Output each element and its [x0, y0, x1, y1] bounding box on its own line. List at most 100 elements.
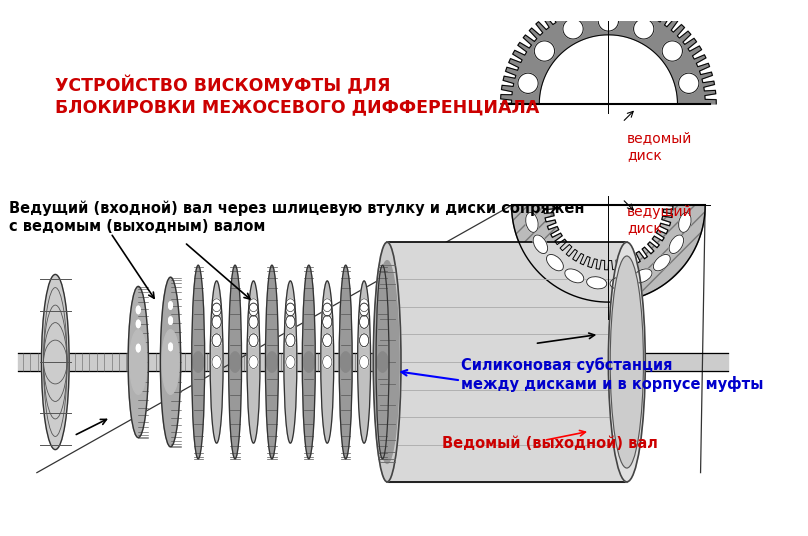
Circle shape [518, 73, 538, 93]
Ellipse shape [169, 343, 172, 351]
Ellipse shape [587, 277, 607, 289]
Ellipse shape [249, 334, 258, 347]
Ellipse shape [526, 212, 538, 233]
Ellipse shape [322, 299, 332, 312]
Ellipse shape [286, 315, 295, 329]
Ellipse shape [339, 265, 352, 459]
Polygon shape [511, 205, 705, 302]
Ellipse shape [210, 281, 223, 443]
Ellipse shape [267, 352, 277, 372]
Ellipse shape [360, 315, 368, 329]
Circle shape [534, 41, 554, 61]
Ellipse shape [249, 315, 258, 329]
Ellipse shape [249, 334, 258, 347]
Ellipse shape [377, 352, 388, 372]
Ellipse shape [212, 303, 221, 316]
Ellipse shape [212, 315, 221, 329]
Ellipse shape [249, 303, 258, 316]
Ellipse shape [212, 334, 221, 347]
Ellipse shape [286, 299, 295, 312]
Ellipse shape [565, 269, 583, 283]
Ellipse shape [169, 343, 172, 351]
Ellipse shape [169, 317, 172, 324]
Ellipse shape [322, 355, 332, 368]
Ellipse shape [249, 303, 258, 316]
Ellipse shape [322, 315, 332, 329]
Ellipse shape [266, 265, 279, 459]
Ellipse shape [286, 334, 295, 347]
Text: Ведущий (входной) вал через шлицевую втулку и диски сопряжен
с ведомым (выходным: Ведущий (входной) вал через шлицевую вту… [9, 200, 585, 234]
Ellipse shape [303, 352, 314, 372]
Ellipse shape [229, 352, 241, 372]
Ellipse shape [360, 315, 368, 329]
Ellipse shape [302, 265, 315, 459]
Circle shape [563, 19, 583, 39]
Ellipse shape [169, 317, 172, 324]
Ellipse shape [679, 212, 691, 233]
Text: ведомый
диск: ведомый диск [627, 131, 692, 162]
Text: Ведомый (выходной) вал: Ведомый (выходной) вал [443, 436, 659, 451]
Circle shape [663, 41, 683, 61]
Ellipse shape [249, 315, 258, 329]
Ellipse shape [376, 265, 389, 459]
Ellipse shape [669, 235, 684, 254]
Ellipse shape [360, 299, 368, 312]
Ellipse shape [322, 334, 332, 347]
Ellipse shape [137, 306, 140, 314]
Ellipse shape [322, 334, 332, 347]
Ellipse shape [247, 281, 260, 443]
Polygon shape [500, 0, 716, 104]
Ellipse shape [249, 299, 258, 312]
Ellipse shape [229, 265, 242, 459]
Ellipse shape [212, 355, 221, 368]
Ellipse shape [286, 315, 295, 329]
Ellipse shape [137, 306, 140, 314]
Ellipse shape [608, 242, 646, 482]
Ellipse shape [161, 277, 181, 447]
Ellipse shape [321, 281, 334, 443]
Ellipse shape [373, 242, 401, 482]
Bar [387, 242, 627, 482]
Ellipse shape [286, 303, 295, 316]
Ellipse shape [633, 269, 652, 283]
Ellipse shape [137, 320, 140, 327]
Text: Силиконовая субстанция
между дисками и в корпусе муфты: Силиконовая субстанция между дисками и в… [461, 358, 764, 392]
Ellipse shape [41, 274, 69, 450]
Ellipse shape [129, 330, 147, 394]
Ellipse shape [360, 334, 368, 347]
Ellipse shape [358, 281, 371, 443]
Ellipse shape [284, 281, 297, 443]
Ellipse shape [360, 303, 368, 316]
Ellipse shape [169, 302, 172, 309]
Ellipse shape [137, 344, 140, 352]
Ellipse shape [212, 299, 221, 312]
Ellipse shape [212, 334, 221, 347]
Ellipse shape [192, 352, 204, 372]
Circle shape [598, 11, 618, 31]
Ellipse shape [169, 302, 172, 309]
Ellipse shape [322, 303, 332, 316]
Ellipse shape [375, 260, 399, 464]
Ellipse shape [137, 320, 140, 327]
Ellipse shape [286, 355, 295, 368]
Ellipse shape [286, 334, 295, 347]
Ellipse shape [212, 303, 221, 316]
Ellipse shape [610, 256, 643, 468]
Ellipse shape [191, 265, 204, 459]
Ellipse shape [249, 355, 258, 368]
Ellipse shape [128, 286, 149, 437]
Text: ведущий
диск: ведущий диск [627, 205, 692, 235]
Ellipse shape [654, 255, 671, 271]
Circle shape [633, 19, 654, 39]
Ellipse shape [546, 255, 563, 271]
Ellipse shape [322, 315, 332, 329]
Ellipse shape [610, 277, 630, 289]
Ellipse shape [340, 352, 351, 372]
Ellipse shape [360, 303, 368, 316]
Bar [19, 353, 728, 371]
Ellipse shape [212, 315, 221, 329]
Ellipse shape [533, 235, 548, 254]
Text: УСТРОЙСТВО ВИСКОМУФТЫ ДЛЯ
БЛОКИРОВКИ МЕЖОСЕВОГО ДИФФЕРЕНЦИАЛА: УСТРОЙСТВО ВИСКОМУФТЫ ДЛЯ БЛОКИРОВКИ МЕЖ… [55, 76, 540, 116]
Ellipse shape [286, 303, 295, 316]
Ellipse shape [360, 334, 368, 347]
